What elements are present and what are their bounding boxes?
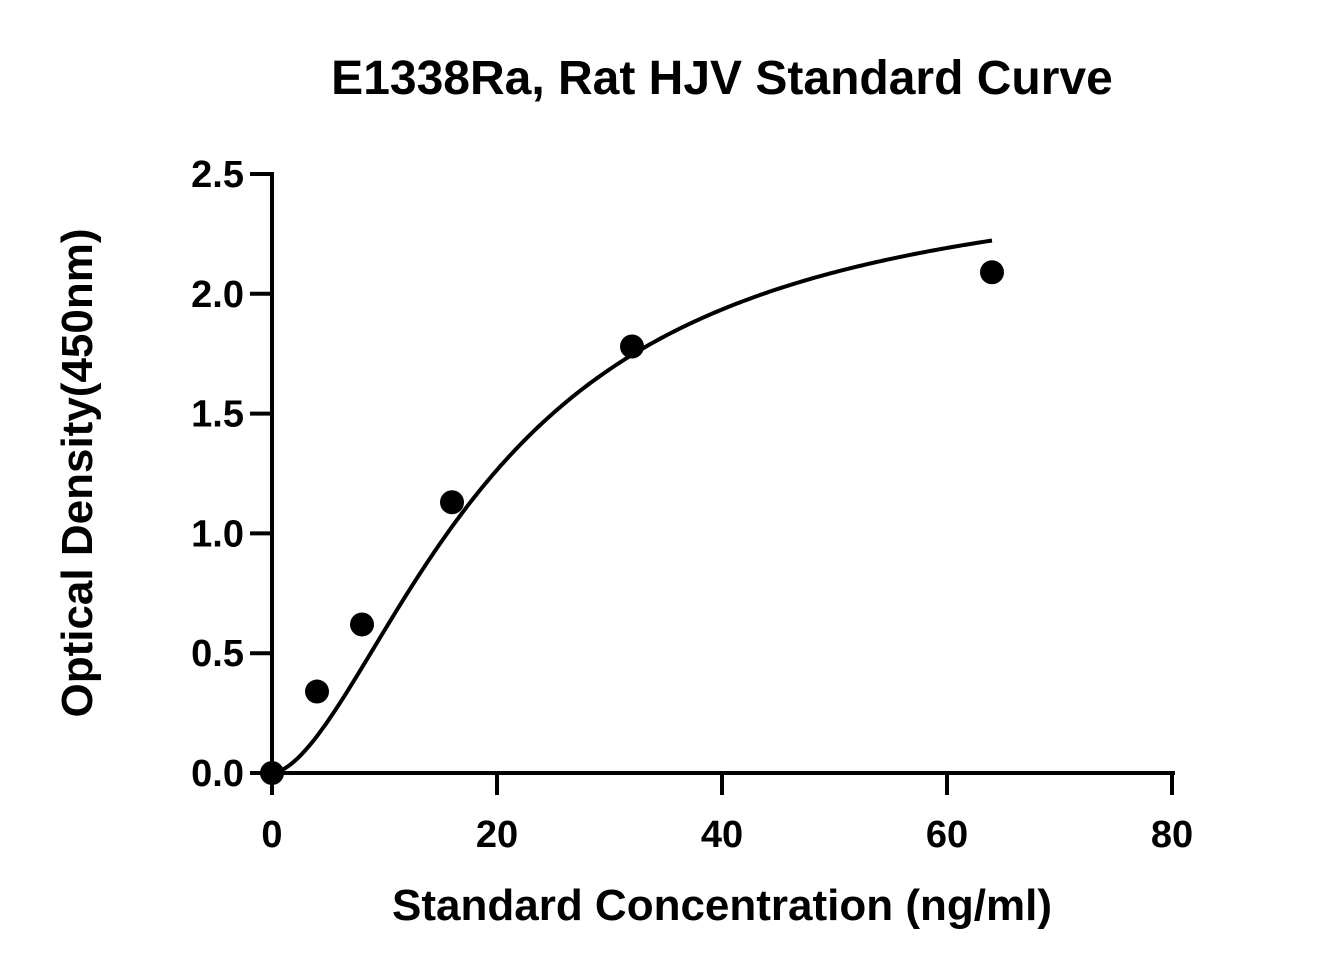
y-tick-label: 0.5 xyxy=(191,633,244,675)
chart-title: E1338Ra, Rat HJV Standard Curve xyxy=(331,52,1113,105)
x-axis-label: Standard Concentration (ng/ml) xyxy=(392,881,1052,930)
x-tick-label: 80 xyxy=(1151,814,1193,856)
data-point xyxy=(620,334,644,359)
y-tick-label: 2.0 xyxy=(191,274,244,316)
data-point xyxy=(260,761,284,785)
y-tick-label: 1.0 xyxy=(191,513,244,555)
data-point xyxy=(440,490,464,515)
data-point xyxy=(350,612,374,637)
x-tick-label: 60 xyxy=(926,814,968,856)
y-axis-label: Optical Density(450nm) xyxy=(53,228,102,717)
data-point xyxy=(305,679,329,704)
data-point xyxy=(980,260,1004,285)
x-tick-label: 0 xyxy=(261,814,282,856)
y-tick-label: 1.5 xyxy=(191,394,244,436)
x-ticks: 0 20 40 60 80 xyxy=(261,773,1193,856)
y-tick-label: 2.5 xyxy=(191,154,244,196)
fit-curve xyxy=(271,238,993,775)
y-tick-label: 0.0 xyxy=(191,753,244,795)
x-tick-label: 40 xyxy=(701,814,743,856)
plot-area xyxy=(260,238,1004,785)
y-ticks: 0.0 0.5 1.0 1.5 2.0 2.5 xyxy=(191,154,272,795)
x-tick-label: 20 xyxy=(476,814,518,856)
